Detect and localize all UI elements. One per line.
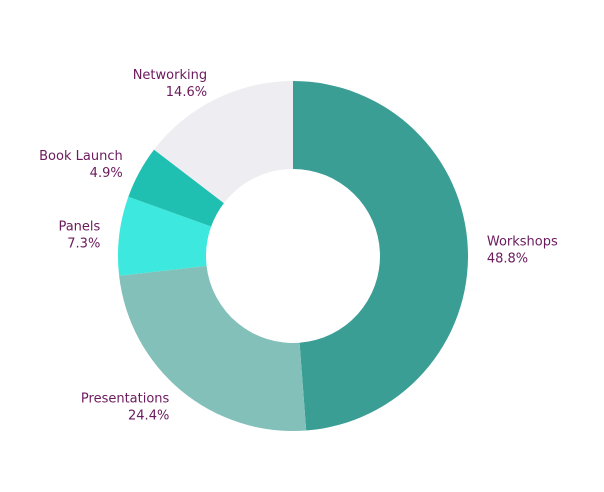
label-name-presentations: Presentations <box>81 391 170 406</box>
label-networking: Networking 14.6% <box>133 68 207 100</box>
slice-presentations <box>119 265 307 431</box>
label-name-networking: Networking <box>133 68 207 83</box>
label-panels: Panels 7.3% <box>58 220 100 252</box>
slice-book-launch <box>128 149 224 227</box>
label-name-panels: Panels <box>58 220 100 235</box>
slices-group <box>118 81 469 431</box>
label-value-panels: 7.3% <box>67 237 100 252</box>
label-presentations: Presentations 24.4% <box>81 391 170 423</box>
label-name-book-launch: Book Launch <box>39 149 123 164</box>
slice-workshops <box>293 81 469 431</box>
label-value-workshops: 48.8% <box>487 252 528 267</box>
slice-panels <box>118 196 212 276</box>
label-name-workshops: Workshops <box>487 235 558 250</box>
labels-group: Workshops 48.8% Presentations 24.4% Panels 7.… <box>39 68 558 423</box>
label-value-networking: 14.6% <box>166 85 207 100</box>
label-value-book-launch: 4.9% <box>90 166 123 181</box>
label-value-presentations: 24.4% <box>128 408 169 423</box>
slice-networking <box>154 81 293 204</box>
label-book-launch: Book Launch 4.9% <box>39 149 123 181</box>
label-workshops: Workshops 48.8% <box>487 235 558 267</box>
